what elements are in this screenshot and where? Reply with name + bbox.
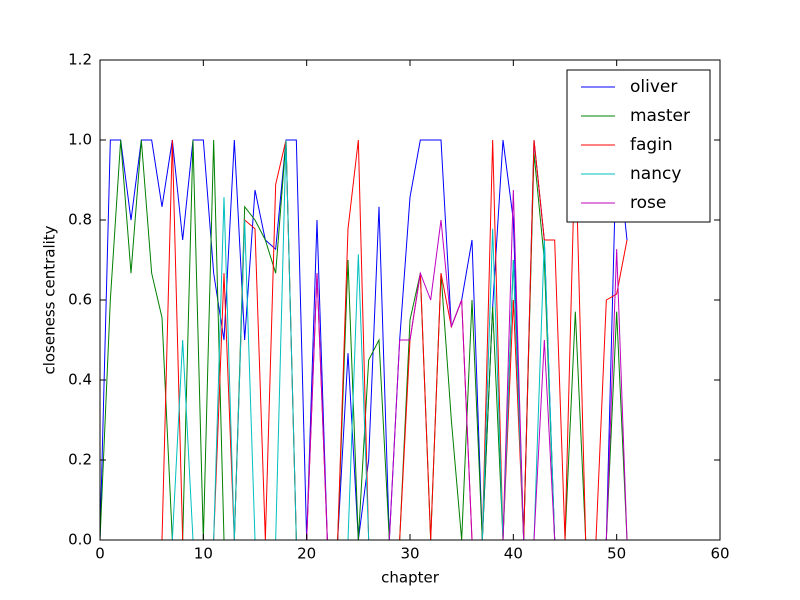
x-tick-label: 10 <box>194 545 213 563</box>
y-tick-label: 0.8 <box>68 211 92 229</box>
legend-label: oliver <box>630 77 677 97</box>
y-tick-label: 0.0 <box>68 531 92 549</box>
legend-label: master <box>630 106 690 126</box>
series-line <box>99 139 628 541</box>
y-tick-label: 0.4 <box>68 371 92 389</box>
series-line <box>100 139 627 541</box>
x-tick-label: 50 <box>607 545 626 563</box>
legend-box <box>566 69 711 223</box>
legend-label: fagin <box>630 135 673 155</box>
y-axis-label: closeness centrality <box>41 225 59 374</box>
x-tick-label: 0 <box>95 545 105 563</box>
x-tick-label: 30 <box>400 545 419 563</box>
x-tick-label: 20 <box>297 545 316 563</box>
x-axis-label: chapter <box>381 569 440 587</box>
x-tick-label: 60 <box>710 545 729 563</box>
y-tick-label: 1.0 <box>68 131 92 149</box>
y-tick-label: 1.2 <box>68 51 92 69</box>
legend-label: nancy <box>630 164 681 184</box>
y-tick-label: 0.2 <box>68 451 92 469</box>
x-tick-label: 40 <box>504 545 523 563</box>
y-tick-label: 0.6 <box>68 291 92 309</box>
legend-label: rose <box>630 193 666 213</box>
